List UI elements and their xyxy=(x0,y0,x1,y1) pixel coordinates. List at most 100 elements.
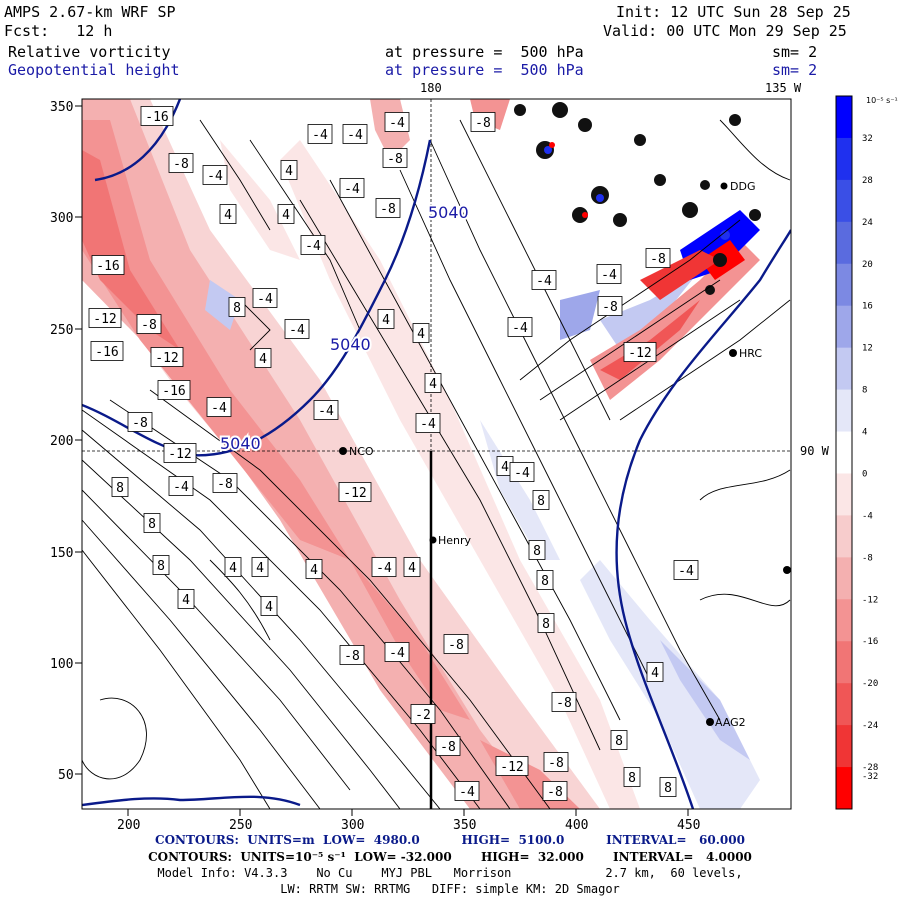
vorticity-contour-label: -16 xyxy=(157,380,191,400)
svg-text:-4: -4 xyxy=(257,292,273,307)
vorticity-contour-label: 4 xyxy=(177,589,195,609)
vorticity-contour-label: -4 xyxy=(342,124,368,144)
vorticity-contour-label: -8 xyxy=(136,314,162,334)
colorbar-swatch xyxy=(836,641,852,684)
svg-text:-8: -8 xyxy=(548,756,564,771)
footer-vorticity-contours: CONTOURS: UNITS=10⁻⁵ s⁻¹ LOW= -32.000 HI… xyxy=(148,850,752,864)
svg-text:-4: -4 xyxy=(318,404,334,419)
svg-text:8: 8 xyxy=(537,494,545,509)
y-tick-label: 100 xyxy=(50,657,73,672)
colorbar-swatch xyxy=(836,473,852,516)
vorticity-contour-label: 4 xyxy=(377,309,395,329)
svg-text:-8: -8 xyxy=(475,116,491,131)
colorbar-level-label: 4 xyxy=(862,428,867,438)
vorticity-contour-label: -16 xyxy=(140,106,174,126)
longitude-label-135w: 135 W xyxy=(765,81,802,95)
station-nco: NCO xyxy=(339,445,374,458)
x-tick-label: 300 xyxy=(341,818,364,833)
svg-text:4: 4 xyxy=(429,377,437,392)
y-tick-label: 200 xyxy=(50,434,73,449)
axis-tick-labels: 200 250 300 350 400 450 350 300 250 200 … xyxy=(50,100,830,833)
colorbar-level-label: -4 xyxy=(862,511,873,521)
svg-text:-4: -4 xyxy=(678,564,694,579)
height-contour-label: 5040 xyxy=(428,203,469,222)
colorbar-level-label: 28 xyxy=(862,176,873,186)
svg-text:8: 8 xyxy=(533,544,541,559)
colorbar-swatch xyxy=(836,263,852,307)
svg-text:8: 8 xyxy=(233,301,241,316)
svg-text:8: 8 xyxy=(148,517,156,532)
footer-physics-info: LW: RRTM SW: RRTMG DIFF: simple KM: 2D S… xyxy=(280,882,620,896)
svg-text:-16: -16 xyxy=(145,110,168,125)
svg-text:-4: -4 xyxy=(173,480,189,495)
colorbar-swatch xyxy=(836,515,852,558)
vorticity-contour-label: -4 xyxy=(252,288,278,308)
vorticity-contour-label: -4 xyxy=(673,560,699,580)
vorticity-contour-label: 8 xyxy=(152,555,170,575)
svg-text:-4: -4 xyxy=(207,169,223,184)
svg-text:-4: -4 xyxy=(514,466,530,481)
svg-text:4: 4 xyxy=(229,561,237,576)
colorbar-level-label: 8 xyxy=(862,386,867,396)
vorticity-contour-label: -4 xyxy=(313,400,339,420)
svg-text:-8: -8 xyxy=(217,477,233,492)
svg-text:-8: -8 xyxy=(602,300,618,315)
vorticity-contour-label: 8 xyxy=(532,490,550,510)
station-name: AAG2 xyxy=(715,716,746,729)
vorticity-contour-label: 8 xyxy=(228,297,246,317)
vorticity-contour-label: 4 xyxy=(254,348,272,368)
longitude-label-180: 180 xyxy=(420,81,442,95)
svg-text:-8: -8 xyxy=(448,638,464,653)
vorticity-contour-label: 8 xyxy=(111,477,129,497)
vorticity-contour-label: 4 xyxy=(646,662,664,682)
station-ddg: DDG xyxy=(720,180,755,193)
svg-text:-12: -12 xyxy=(343,486,366,501)
svg-text:8: 8 xyxy=(664,781,672,796)
svg-text:4: 4 xyxy=(310,563,318,578)
vorticity-contour-label: -4 xyxy=(509,462,535,482)
vorticity-contour-label: 4 xyxy=(412,323,430,343)
vorticity-contour-label: 8 xyxy=(536,570,554,590)
vorticity-contour-label: -8 xyxy=(542,781,568,801)
svg-text:4: 4 xyxy=(651,666,659,681)
vorticity-labels: -16 -4 -4 -4 -8 -8 -8 4 -4 -4 4 4 -8 -4 -16 -12 -8 -16 -12… xyxy=(88,106,699,801)
svg-text:-12: -12 xyxy=(500,760,523,775)
station-name: NCO xyxy=(349,445,374,458)
vorticity-contour-label: -12 xyxy=(338,482,372,502)
vorticity-contour-label: -8 xyxy=(382,148,408,168)
field-name-height: Geopotential height xyxy=(8,61,180,79)
svg-text:-4: -4 xyxy=(347,128,363,143)
vorticity-contour-label: -16 xyxy=(90,341,124,361)
vorticity-contour-label: 4 xyxy=(403,557,421,577)
vorticity-contour-label: -4 xyxy=(168,476,194,496)
colorbar-level-label: -8 xyxy=(862,553,873,563)
vorticity-contour-label: -8 xyxy=(597,296,623,316)
vorticity-contour-label: 4 xyxy=(224,557,242,577)
colorbar-level-label: -20 xyxy=(862,679,878,689)
colorbar-swatch xyxy=(836,767,852,810)
vorticity-contour-label: -12 xyxy=(150,347,184,367)
colorbar-swatch xyxy=(836,221,852,265)
colorbar-level-label: -24 xyxy=(862,721,878,731)
svg-text:-8: -8 xyxy=(344,649,360,664)
vorticity-contour-label: 4 xyxy=(277,204,295,224)
colorbar: 32 28 24 20 16 12 8 4 0 -4 -8 -12 -16 -20 -24 -28-32 xyxy=(835,95,878,810)
vorticity-contour-label: -4 xyxy=(300,235,326,255)
vorticity-contour-label: 4 xyxy=(219,204,237,224)
colorbar-swatch xyxy=(836,179,852,223)
height-contour-label: 5040 xyxy=(220,434,261,453)
vorticity-contour-label: -12 xyxy=(623,342,657,362)
colorbar-level-label: 32 xyxy=(862,134,873,144)
vorticity-contour-label: -8 xyxy=(212,473,238,493)
vorticity-contour-label: 8 xyxy=(623,767,641,787)
vorticity-contour-label: 8 xyxy=(610,730,628,750)
svg-text:4: 4 xyxy=(265,600,273,615)
y-tick-label: 250 xyxy=(50,323,73,338)
vorticity-contour-label: -16 xyxy=(91,255,125,275)
init-time: Init: 12 UTC Sun 28 Sep 25 xyxy=(616,3,851,21)
svg-text:4: 4 xyxy=(285,164,293,179)
vorticity-contour-label: -8 xyxy=(375,198,401,218)
svg-text:8: 8 xyxy=(542,617,550,632)
svg-text:4: 4 xyxy=(408,561,416,576)
svg-text:4: 4 xyxy=(501,460,509,475)
